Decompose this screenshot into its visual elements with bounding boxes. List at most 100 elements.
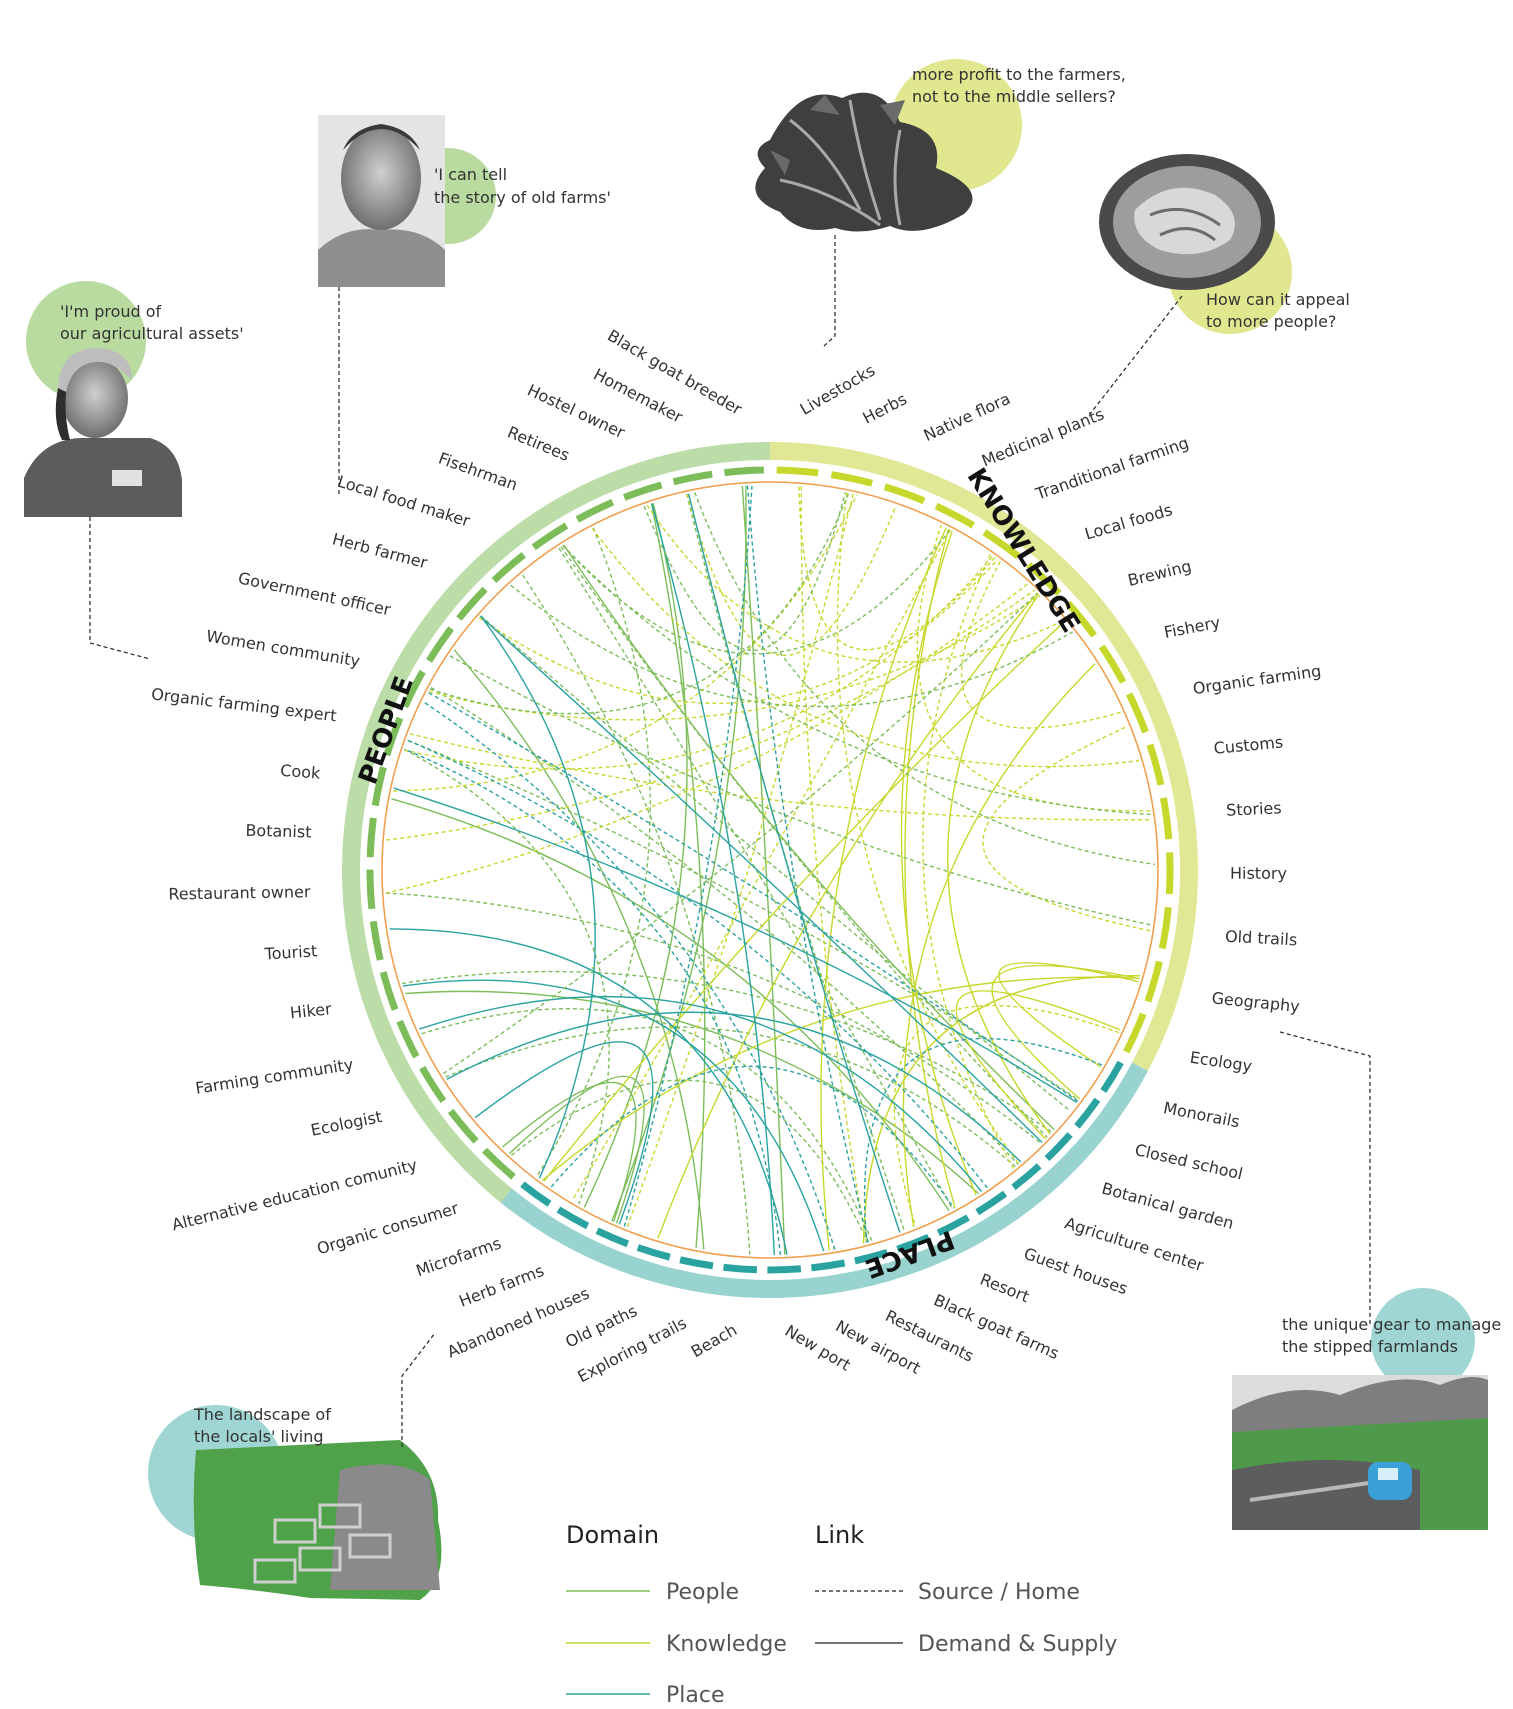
link-source-home	[686, 493, 897, 657]
node-label: Beach	[688, 1320, 740, 1361]
node-label: Government officer	[236, 568, 392, 619]
link-source-home	[571, 529, 951, 1201]
node-tick	[982, 529, 1021, 560]
link-source-home	[511, 1079, 869, 1243]
node-label: Herb farmer	[330, 529, 429, 572]
node-label: Monorails	[1162, 1098, 1241, 1131]
annotation-quotes: 'I can tell the story of old farms' 'I'm…	[60, 65, 1501, 1446]
legend-knowledge-label: Knowledge	[666, 1632, 787, 1657]
node-tick	[723, 1263, 758, 1274]
node-tick	[556, 1206, 590, 1230]
link-source-home	[404, 748, 782, 1255]
link-source-home	[522, 574, 751, 1255]
node-label: Botanical garden	[1100, 1179, 1236, 1233]
node-label: Fishery	[1162, 613, 1221, 642]
monorail-farmland	[1232, 1375, 1488, 1530]
legend-people-label: People	[666, 1580, 739, 1605]
node-tick	[1165, 852, 1174, 895]
node-tick	[1098, 644, 1127, 684]
link-demand-supply	[955, 990, 1121, 1140]
node-tick	[369, 920, 384, 961]
quote-food-line2: to more people?	[1206, 312, 1336, 331]
link-demand-supply	[991, 964, 1140, 1100]
link-source-home	[385, 892, 1042, 1144]
node-label: Microfarms	[413, 1233, 503, 1280]
node-label: Local food maker	[335, 472, 472, 531]
node-tick	[491, 552, 526, 584]
node-tick	[520, 1181, 552, 1207]
quote-herbs-line2: not to the middle sellers?	[912, 87, 1116, 106]
link-source-home	[401, 970, 1053, 1133]
node-ticks	[366, 466, 1174, 1274]
link-source-home	[407, 739, 988, 1189]
link-source-home	[423, 701, 836, 1250]
link-demand-supply	[563, 544, 1055, 1131]
photos	[24, 92, 1488, 1600]
node-label: Hiker	[289, 999, 333, 1022]
ring-arc-place	[500, 1062, 1148, 1299]
link-demand-supply	[904, 528, 956, 1208]
link-source-home	[643, 492, 846, 651]
node-tick	[1144, 960, 1163, 1003]
node-tick	[396, 1019, 420, 1059]
inner-circle	[381, 481, 1159, 1259]
legend-place-label: Place	[666, 1683, 725, 1708]
link-demand-supply	[900, 530, 977, 1196]
node-label: Farming community	[194, 1055, 355, 1098]
link-source-home	[893, 1004, 1120, 1227]
link-demand-supply	[393, 787, 1078, 1103]
quote-landscape-line2: the locals' living	[194, 1427, 324, 1446]
node-tick	[482, 1147, 516, 1180]
node-tick	[1044, 1132, 1073, 1162]
node-label: History	[1230, 864, 1287, 883]
quote-woman-line2: our agricultural assets'	[60, 324, 244, 343]
node-label: Medicinal plants	[979, 404, 1107, 470]
link-demand-supply	[820, 527, 947, 1251]
node-tick	[383, 716, 404, 757]
link-source-home	[536, 527, 651, 1177]
node-label: Closed school	[1133, 1140, 1245, 1183]
link-demand-supply	[509, 1075, 645, 1224]
node-tick	[366, 817, 377, 858]
node-tick	[1026, 562, 1062, 596]
node-tick	[883, 483, 926, 505]
domain-ring	[342, 442, 1199, 1299]
elderly-farmer-portrait	[318, 115, 445, 287]
node-label: Herbs	[860, 389, 910, 427]
node-label: Ecology	[1189, 1048, 1254, 1076]
link-demand-supply	[687, 493, 901, 1233]
link-source-home	[800, 486, 868, 1243]
link-source-home	[404, 555, 994, 770]
quote-landscape-line1: The landscape of	[193, 1405, 331, 1424]
node-label: Local foods	[1082, 500, 1174, 544]
link-source-home	[409, 733, 1152, 821]
node-tick	[776, 466, 819, 477]
ring-arc-people	[342, 442, 771, 1203]
annotation-leaders	[89, 235, 1371, 1447]
link-source-home	[403, 748, 610, 1205]
link-source-home	[407, 739, 1080, 1101]
node-tick	[1158, 906, 1172, 950]
food-bowl	[1099, 154, 1275, 290]
node-tick	[531, 522, 569, 551]
quote-farmer-line2: the story of old farms'	[434, 188, 611, 207]
link-source-home	[445, 1026, 1016, 1168]
node-tick	[1065, 600, 1097, 638]
node-tick	[1011, 1163, 1042, 1191]
leader-woman	[89, 517, 151, 660]
herb-bundle	[755, 92, 973, 232]
microfarm-landscape	[193, 1440, 442, 1600]
node-tick	[1074, 1097, 1101, 1129]
chord-links	[385, 485, 1156, 1256]
node-label: Tranditional farming	[1032, 433, 1191, 504]
link-demand-supply	[947, 593, 1051, 1135]
link-demand-supply	[650, 503, 706, 1248]
link-source-home	[510, 584, 1073, 708]
link-source-home	[393, 494, 858, 792]
link-source-home	[386, 589, 1035, 841]
node-label: Customs	[1213, 732, 1284, 757]
link-source-home	[916, 524, 1151, 812]
link-source-home	[427, 691, 1079, 1102]
